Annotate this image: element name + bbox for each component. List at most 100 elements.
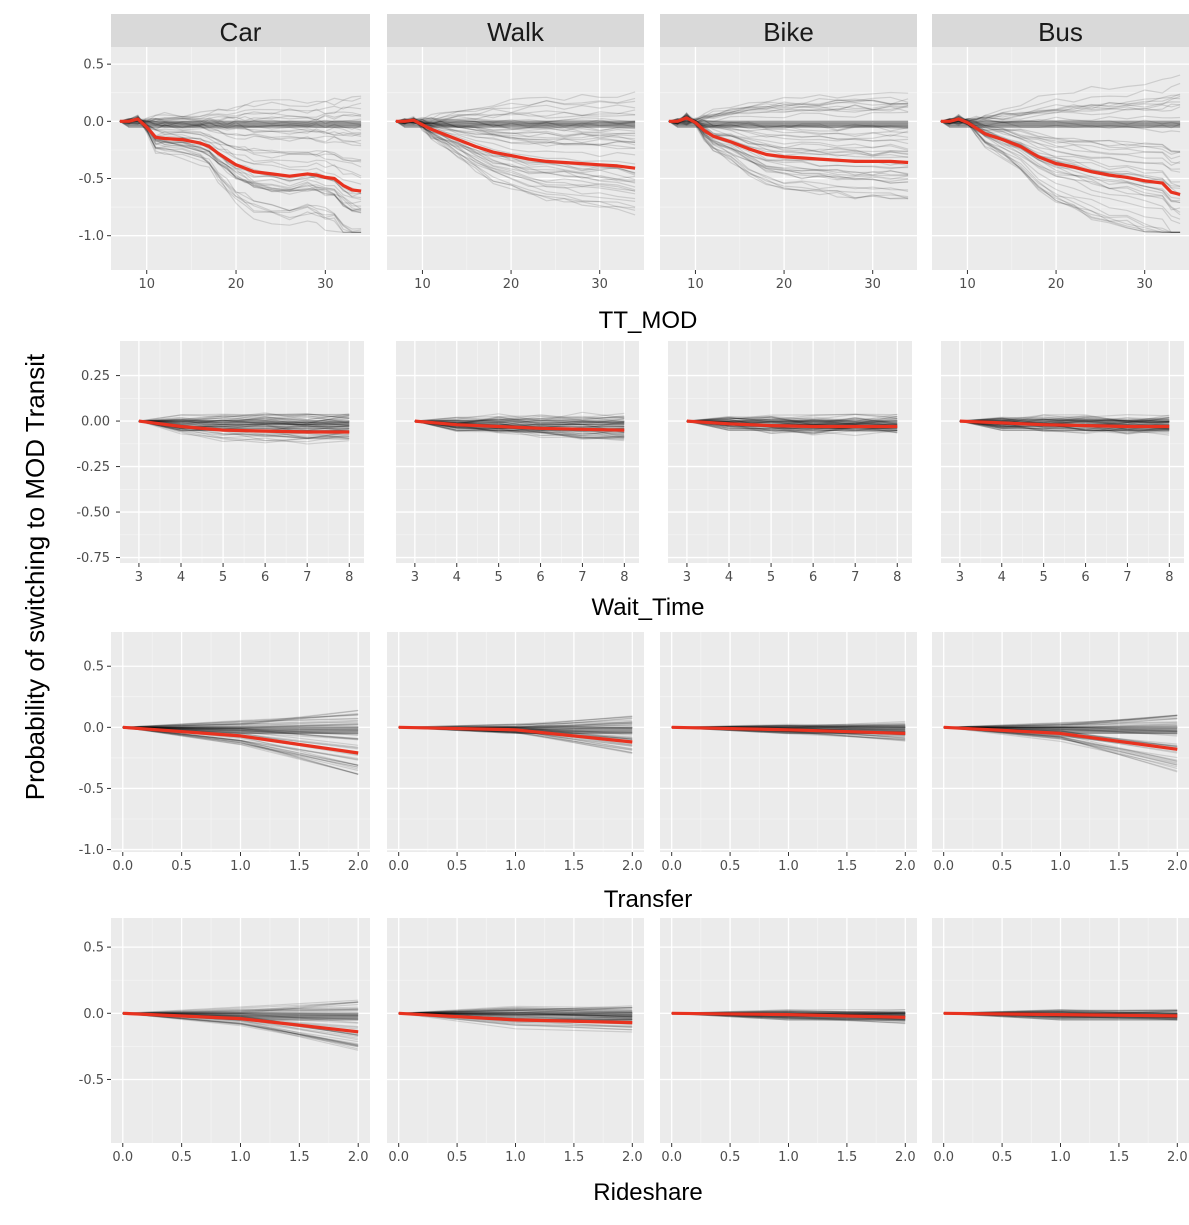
y-tick-label: 0.5 <box>83 941 104 956</box>
individual-line <box>686 415 898 424</box>
x-tick-label: 8 <box>345 570 353 585</box>
individual-line <box>138 420 350 445</box>
individual-line <box>119 95 362 124</box>
panel-rideshare-car: 0.0 0.5 1.0 1.5 2.0 0.5 0.0 -0.5 <box>79 918 370 1165</box>
x-tick-label: 1.0 <box>230 859 251 874</box>
individual-line <box>119 120 362 143</box>
individual-line <box>119 106 362 125</box>
individual-line <box>943 715 1178 728</box>
x-tick-label: 20 <box>228 277 245 292</box>
individual-line <box>686 416 898 426</box>
individual-line <box>395 118 636 139</box>
individual-line <box>119 117 362 214</box>
individual-line <box>138 416 350 425</box>
individual-line <box>668 115 909 177</box>
individual-line <box>943 721 1178 728</box>
individual-line <box>395 117 636 165</box>
panel-tt_mod-bike: 10 20 30 Bike <box>660 14 917 292</box>
x-tick-label: 1.0 <box>505 1150 526 1165</box>
facet-strip <box>660 14 917 47</box>
x-tick-label: 7 <box>303 570 311 585</box>
individual-line <box>122 726 359 766</box>
individual-line <box>122 1012 359 1045</box>
individual-line <box>395 118 636 208</box>
y-tick-label: 0.0 <box>83 1007 104 1022</box>
x-tick-label: 10 <box>687 277 704 292</box>
x-tick-label: 6 <box>536 570 544 585</box>
individual-line <box>119 115 362 232</box>
individual-line <box>959 420 1170 429</box>
individual-line <box>671 1012 906 1021</box>
x-tick-label: 8 <box>893 570 901 585</box>
individual-line <box>940 74 1181 127</box>
individual-line <box>119 118 362 168</box>
individual-line <box>398 1006 633 1014</box>
individual-line <box>414 419 625 426</box>
individual-line <box>671 723 906 728</box>
individual-line <box>119 119 362 130</box>
y-tick-label: 0.0 <box>83 721 104 736</box>
individual-line <box>122 726 359 768</box>
x-tick-label: 0.5 <box>447 859 468 874</box>
facet-strip-label: Car <box>220 17 262 47</box>
average-line <box>940 117 1181 197</box>
individual-line <box>414 418 625 427</box>
individual-line <box>414 419 625 433</box>
x-tick-label: 2.0 <box>348 859 369 874</box>
individual-line <box>138 413 350 423</box>
individual-line <box>940 101 1181 125</box>
individual-line <box>119 119 362 134</box>
individual-line <box>959 417 1170 426</box>
y-axis-label: Probability of switching to MOD Transit <box>20 353 50 800</box>
individual-line <box>119 118 362 233</box>
individual-line <box>943 714 1178 728</box>
individual-line <box>959 417 1170 425</box>
x-axis-label: Transfer <box>604 886 692 913</box>
individual-line <box>395 111 636 125</box>
x-tick-label: 1.5 <box>289 859 310 874</box>
facet-strip-label: Bike <box>763 17 814 47</box>
individual-line <box>138 413 350 422</box>
individual-line <box>398 1005 633 1014</box>
panel-rideshare-walk: 0.0 0.5 1.0 1.5 2.0 <box>387 918 644 1165</box>
individual-line <box>398 1012 633 1027</box>
x-tick-label: 4 <box>725 570 733 585</box>
individual-line <box>668 112 909 191</box>
individual-line <box>122 723 359 728</box>
individual-line <box>414 415 625 422</box>
individual-line <box>943 718 1178 728</box>
x-tick-label: 30 <box>1136 277 1153 292</box>
x-tick-label: 4 <box>177 570 185 585</box>
x-tick-label: 4 <box>998 570 1006 585</box>
individual-line <box>940 115 1181 204</box>
individual-line <box>959 419 1170 427</box>
y-tick-label: -0.5 <box>79 782 104 797</box>
individual-line <box>398 1012 633 1017</box>
individual-line <box>668 115 909 180</box>
individual-line <box>122 709 359 728</box>
panel-transfer-walk: 0.0 0.5 1.0 1.5 2.0 <box>387 632 644 874</box>
individual-line <box>138 420 350 424</box>
individual-line <box>959 420 1170 431</box>
individual-line <box>943 726 1178 759</box>
individual-line <box>398 1007 633 1014</box>
individual-line <box>414 419 625 427</box>
individual-line <box>138 420 350 439</box>
individual-line <box>122 724 359 729</box>
individual-line <box>122 726 359 741</box>
individual-line <box>138 420 350 444</box>
x-tick-label: 0.0 <box>388 859 409 874</box>
individual-line <box>959 420 1170 431</box>
x-tick-label: 0.0 <box>112 859 133 874</box>
individual-line <box>943 1008 1178 1014</box>
x-tick-label: 0.5 <box>171 859 192 874</box>
individual-line <box>943 724 1178 728</box>
individual-line <box>122 726 359 736</box>
individual-line <box>398 1011 633 1015</box>
x-tick-label: 20 <box>776 277 793 292</box>
individual-line <box>686 413 898 422</box>
individual-line <box>398 1010 633 1018</box>
x-tick-label: 3 <box>956 570 964 585</box>
individual-line <box>686 415 898 424</box>
individual-line <box>119 114 362 233</box>
